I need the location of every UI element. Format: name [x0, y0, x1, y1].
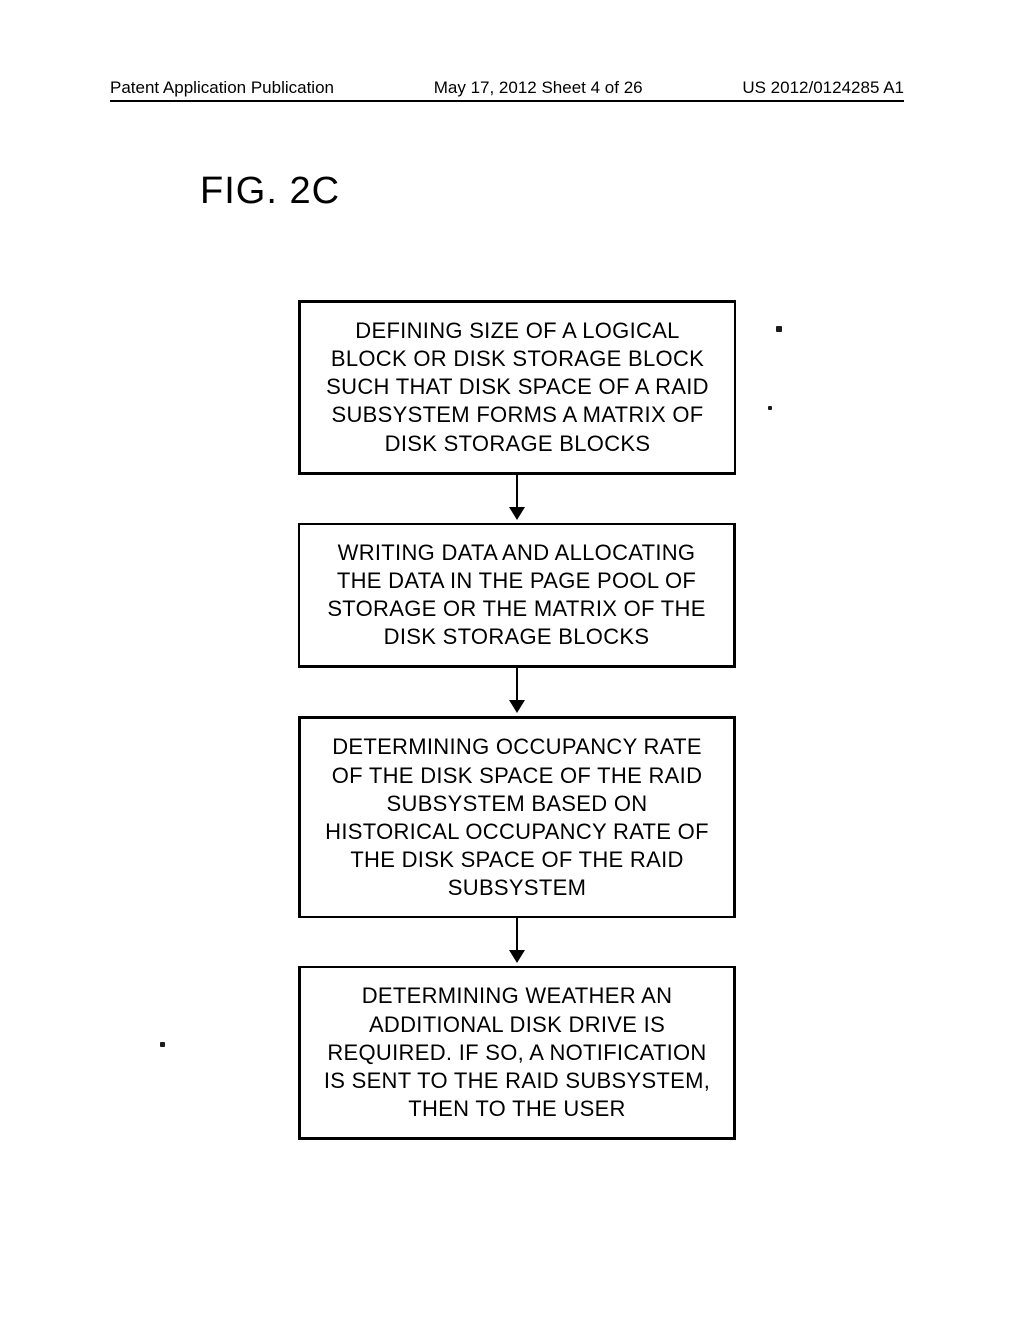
flow-step-4: DETERMINING WEATHER AN ADDITIONAL DISK D…	[298, 966, 736, 1140]
noise-speck	[768, 406, 772, 410]
header-center: May 17, 2012 Sheet 4 of 26	[434, 78, 643, 98]
header-right: US 2012/0124285 A1	[742, 78, 904, 98]
flow-arrow-3	[509, 918, 525, 966]
flowchart: DEFINING SIZE OF A LOGICAL BLOCK OR DISK…	[298, 300, 736, 1140]
flow-step-1: DEFINING SIZE OF A LOGICAL BLOCK OR DISK…	[298, 300, 736, 475]
header-left: Patent Application Publication	[110, 78, 334, 98]
flow-arrow-1	[509, 475, 525, 523]
noise-speck	[160, 1042, 165, 1047]
noise-speck	[776, 326, 782, 332]
flow-step-3: DETERMINING OCCUPANCY RATE OF THE DISK S…	[298, 716, 736, 918]
flow-arrow-2	[509, 668, 525, 716]
figure-label: FIG. 2C	[200, 170, 340, 213]
header-rule	[110, 100, 904, 102]
flow-step-2: WRITING DATA AND ALLOCATING THE DATA IN …	[298, 523, 736, 669]
